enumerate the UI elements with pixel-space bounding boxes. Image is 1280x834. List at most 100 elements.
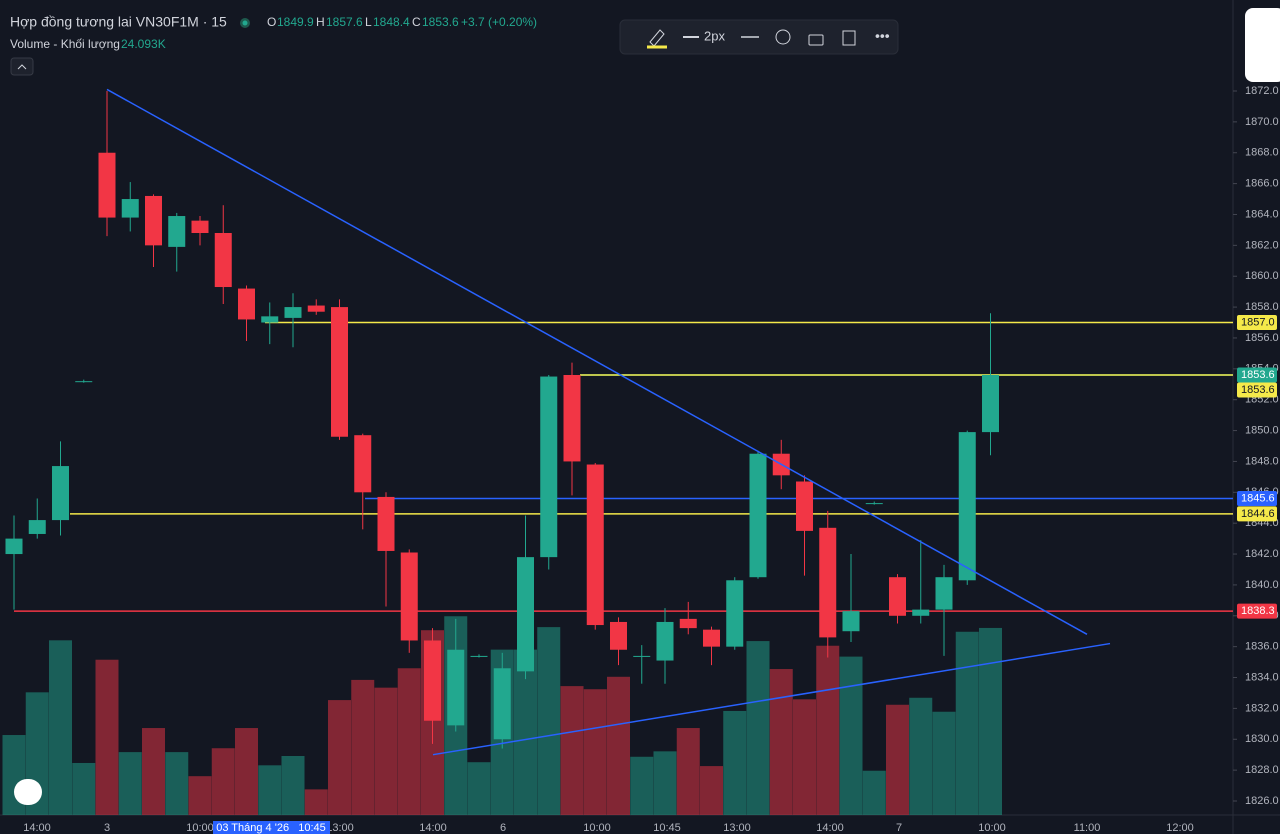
y-tick-label: 1870.0: [1245, 116, 1279, 128]
y-tick-label: 1834.0: [1245, 671, 1279, 683]
settings-icon[interactable]: [775, 29, 791, 45]
volume-bar: [862, 770, 886, 815]
price-label-bg: [1237, 603, 1277, 619]
y-tick-label: 1840.0: [1245, 579, 1279, 591]
candle-body: [540, 376, 558, 558]
candle-body: [796, 481, 813, 531]
candle-body: [331, 307, 348, 437]
y-tick-label: 1850.0: [1245, 424, 1279, 436]
volume-bar: [351, 679, 375, 815]
candle-body: [447, 649, 465, 726]
more-icon[interactable]: •••: [875, 28, 890, 44]
volume-bar: [909, 697, 933, 815]
candle-body: [145, 195, 162, 246]
candle-body: [586, 464, 604, 626]
candle-body: [842, 611, 860, 632]
delete-icon[interactable]: [842, 30, 856, 46]
volume-bar: [95, 659, 119, 815]
candle-body: [912, 609, 930, 616]
x-tick-label: 6: [500, 822, 506, 834]
price-label-bg: [1237, 490, 1277, 506]
price-label: 1853.6: [1241, 369, 1275, 381]
x-tick-label: 10:00: [978, 822, 1006, 834]
y-tick-label: 1842.0: [1245, 548, 1279, 560]
candle-body: [52, 466, 69, 521]
candle-body: [493, 668, 511, 740]
candle-body: [307, 305, 325, 312]
c-value: 1853.6: [422, 15, 459, 29]
x-tick-label: 7: [896, 822, 902, 834]
ohlc-legend: O 1849.9 H 1857.6 L 1848.4 C 1853.6 +3.7…: [267, 15, 537, 29]
y-tick-label: 1836.0: [1245, 641, 1279, 653]
candle-body: [5, 538, 23, 555]
candle-body: [563, 375, 581, 462]
price-label-bg: [1237, 315, 1277, 331]
candle-body: [284, 307, 302, 318]
y-tick-label: 1826.0: [1245, 795, 1279, 807]
candle-body: [889, 577, 906, 616]
width-label[interactable]: 2px: [704, 28, 725, 43]
price-label: 1857.0: [1241, 316, 1275, 328]
collapse-button[interactable]: [10, 57, 34, 76]
lock-icon[interactable]: [808, 34, 824, 46]
volume-bar: [118, 752, 142, 815]
y-tick-label: 1832.0: [1245, 702, 1279, 714]
volume-bar: [397, 668, 421, 815]
trend-line: [432, 642, 1111, 756]
volume-bar: [374, 687, 398, 815]
candle-body: [191, 220, 209, 233]
candle-body: [28, 520, 46, 534]
candle-body: [517, 557, 534, 672]
candle-body: [679, 618, 697, 629]
x-tick-label: 14:00: [23, 822, 51, 834]
x-tick-label: 14:00: [419, 822, 447, 834]
l-value: 1848.4: [373, 15, 410, 29]
candle-body: [703, 629, 720, 647]
l-label: L: [365, 15, 372, 29]
volume-bar: [769, 669, 793, 815]
volume-bar: [932, 711, 956, 815]
x-tick-label: 10:45: [653, 822, 681, 834]
y-tick-label: 1858.0: [1245, 301, 1279, 313]
y-tick-label: 1864.0: [1245, 208, 1279, 220]
price-label: 1853.6: [1241, 384, 1275, 396]
y-tick-label: 1830.0: [1245, 733, 1279, 745]
price-label-bg: [1237, 367, 1277, 383]
y-tick-label: 1860.0: [1245, 270, 1279, 282]
volume-bar: [700, 766, 723, 815]
volume-bar: [211, 748, 235, 815]
candle-body: [238, 288, 255, 320]
volume-bar: [281, 755, 305, 815]
volume-bar: [537, 627, 561, 815]
volume-bar: [514, 649, 537, 815]
x-tick-label: 13:00: [326, 822, 354, 834]
x-cursor-bg: [213, 821, 330, 834]
volume-bar: [49, 640, 72, 815]
candle-body: [610, 621, 627, 650]
volume-bar: [839, 656, 863, 815]
candle-body: [214, 233, 232, 288]
candle-body: [75, 381, 93, 383]
volume-bar: [746, 641, 770, 815]
volume-bar: [165, 752, 189, 815]
y-tick-label: 1828.0: [1245, 764, 1279, 776]
candle-body: [935, 577, 953, 610]
corner-widget[interactable]: [1245, 8, 1280, 82]
candle-body: [726, 580, 744, 647]
y-tick-label: 1872.0: [1245, 85, 1279, 97]
volume-title: Volume - Khối lượng: [10, 37, 120, 51]
h-value: 1857.6: [326, 15, 363, 29]
volume-bar: [979, 627, 1002, 815]
volume-bar: [955, 631, 979, 815]
volume-bar: [235, 728, 258, 815]
y-tick-label: 1868.0: [1245, 147, 1279, 159]
volume-bar: [72, 762, 96, 815]
x-tick-label: 3: [104, 822, 110, 834]
volume-value: 24.093K: [121, 37, 166, 51]
collapse-icon: [17, 64, 27, 70]
pencil-icon[interactable]: [649, 29, 665, 47]
candle-body: [354, 435, 372, 493]
candle-body: [749, 453, 767, 578]
